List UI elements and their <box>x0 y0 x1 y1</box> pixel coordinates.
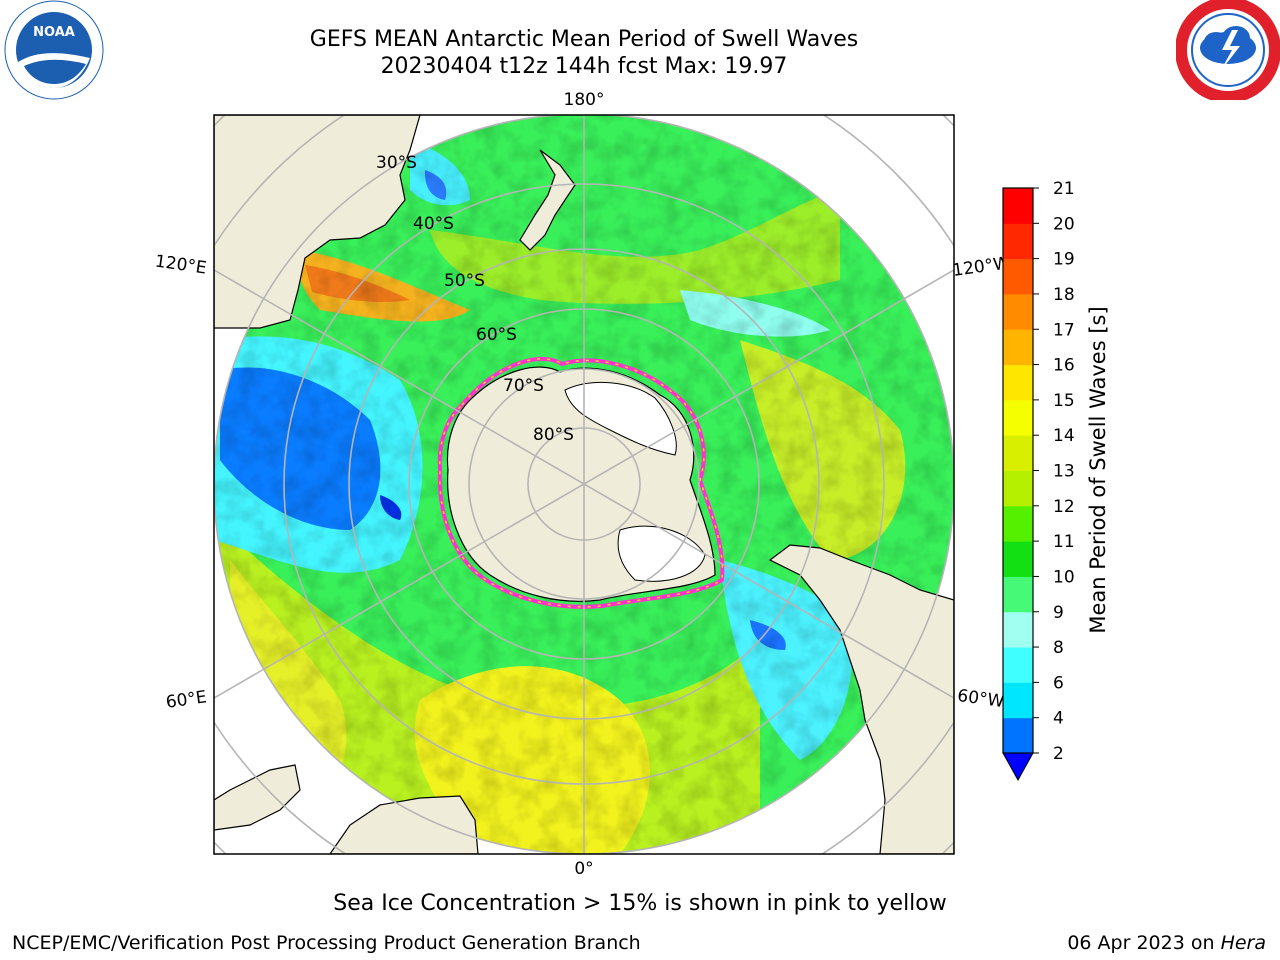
colorbar: 2 4 6 8 9 10 11 12 13 14 15 16 17 18 19 20 21 Mean Perio… <box>1002 179 1110 782</box>
colorbar-tick-label: 8 <box>1053 638 1064 658</box>
colorbar-segment <box>1003 505 1033 542</box>
colorbar-segment <box>1003 223 1033 260</box>
colorbar-segment <box>1003 329 1033 366</box>
colorbar-segment <box>1003 399 1033 436</box>
colorbar-extend-triangle <box>1002 752 1034 782</box>
sea-ice-note: Sea Ice Concentration > 15% is shown in … <box>333 891 947 916</box>
lon-label-60w: 60°W <box>956 686 1005 712</box>
colorbar-tick-label: 11 <box>1053 532 1075 552</box>
colorbar-tick-label: 12 <box>1053 497 1075 517</box>
credit-date: 06 Apr 2023 on <box>1067 932 1221 954</box>
colorbar-segment <box>1003 364 1033 401</box>
colorbar-tick-label: 20 <box>1053 214 1075 234</box>
colorbar-segment <box>1003 188 1033 224</box>
lat-label-80s: 80°S <box>533 425 574 445</box>
graticule <box>214 115 954 854</box>
colorbar-tick-label: 21 <box>1053 179 1075 199</box>
chart-title-line2: 20230404 t12z 144h fcst Max: 19.97 <box>380 54 788 79</box>
lon-label-120e: 120°E <box>154 252 208 279</box>
ronne-ice-shelf <box>617 525 706 582</box>
colorbar-tick-label: 9 <box>1053 603 1064 623</box>
noaa-logo-text: NOAA <box>33 25 75 40</box>
lon-label-180: 180° <box>564 90 605 110</box>
colorbar-segment <box>1003 470 1033 507</box>
ross-ice-shelf <box>564 381 677 456</box>
credit-left: NCEP/EMC/Verification Post Processing Pr… <box>12 932 641 954</box>
colorbar-tick-label: 13 <box>1053 462 1075 482</box>
nws-logo <box>1176 0 1280 100</box>
colorbar-label: Mean Period of Swell Waves [s] <box>1086 306 1110 633</box>
colorbar-tick-label: 19 <box>1053 250 1075 270</box>
credit-right: 06 Apr 2023 on Hera <box>1067 932 1266 954</box>
africa <box>329 795 479 854</box>
colorbar-tick-label: 17 <box>1053 320 1075 340</box>
south-america <box>768 544 954 854</box>
lon-label-0: 0° <box>574 859 593 879</box>
colorbar-segment <box>1003 576 1033 613</box>
colorbar-segment <box>1003 258 1033 295</box>
colorbar-tick-label: 15 <box>1053 391 1075 411</box>
map-border <box>213 114 955 855</box>
colorbar-segment <box>1003 293 1033 330</box>
new-zealand <box>519 149 576 251</box>
colorbar-tick-label: 14 <box>1053 426 1075 446</box>
colorbar-tick-label: 4 <box>1053 709 1064 729</box>
madagascar <box>214 764 301 831</box>
colorbar-segment <box>1003 647 1033 683</box>
colorbar-segment <box>1003 541 1033 577</box>
colorbar-segment <box>1003 435 1033 471</box>
colorbar-tick-label: 10 <box>1053 567 1075 587</box>
colorbar-tick-label: 18 <box>1053 285 1075 305</box>
colorbar-segment <box>1003 611 1033 648</box>
lat-label-50s: 50°S <box>444 271 485 291</box>
lat-label-30s: 30°S <box>376 153 417 173</box>
lon-label-60e: 60°E <box>165 687 208 712</box>
colorbar-tick-label: 6 <box>1053 673 1064 693</box>
lat-label-60s: 60°S <box>476 325 517 345</box>
lat-label-70s: 70°S <box>503 376 544 396</box>
colorbar-tick-label: 16 <box>1053 356 1075 376</box>
colorbar-tick-label: 2 <box>1053 744 1064 764</box>
chart-title-line1: GEFS MEAN Antarctic Mean Period of Swell… <box>309 27 859 52</box>
noaa-logo: NOAA <box>4 0 104 100</box>
colorbar-segment <box>1003 717 1033 754</box>
credit-host: Hera <box>1220 932 1266 954</box>
colorbar-segment <box>1003 682 1033 719</box>
australia <box>214 115 421 329</box>
lat-label-40s: 40°S <box>413 214 454 234</box>
